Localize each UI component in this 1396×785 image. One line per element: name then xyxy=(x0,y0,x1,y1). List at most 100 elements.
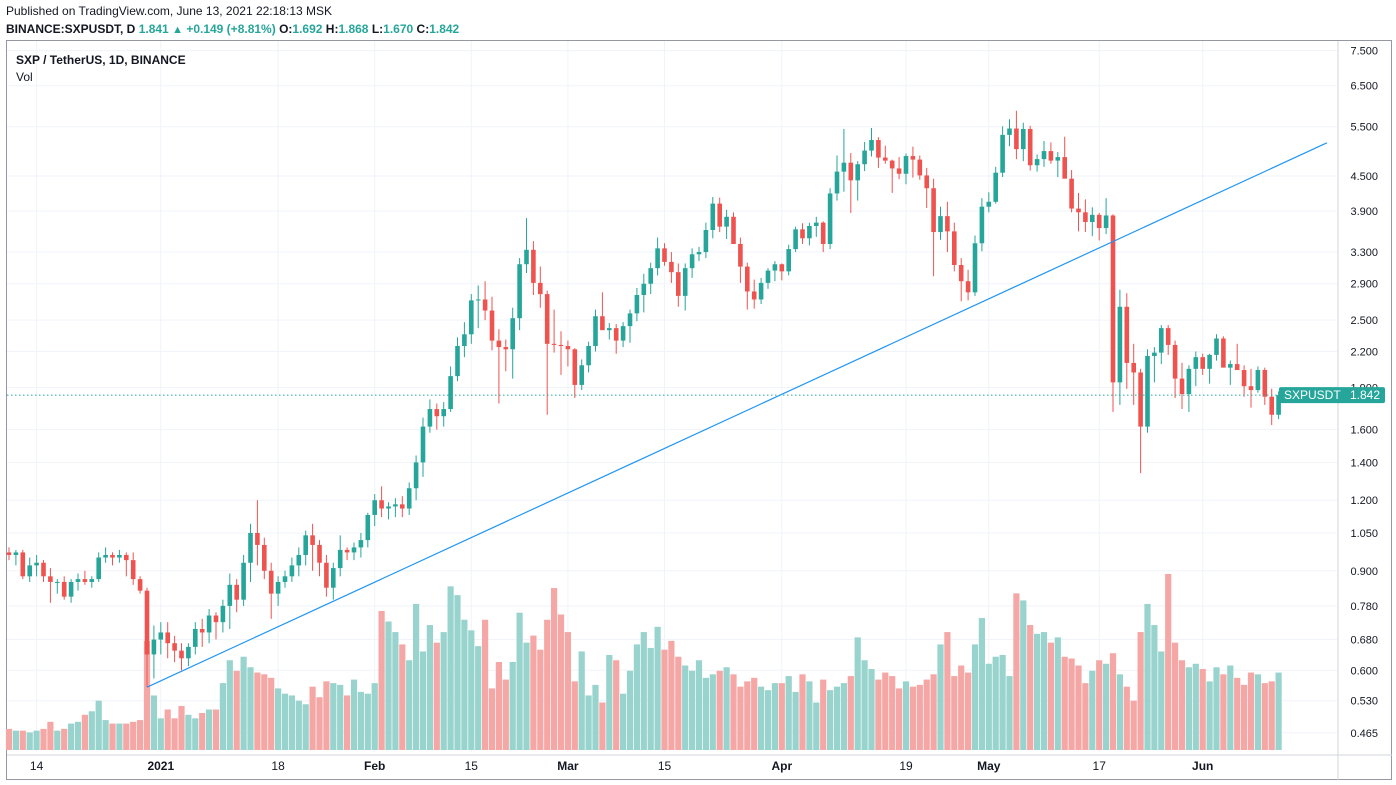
volume-bar xyxy=(268,677,275,750)
volume-bar xyxy=(192,718,199,750)
candle-body xyxy=(1069,178,1074,209)
close-value: 1.842 xyxy=(429,22,460,36)
candle-body xyxy=(607,328,612,331)
candle-body xyxy=(462,334,467,346)
candle-body xyxy=(862,150,867,165)
volume-bar xyxy=(764,690,772,750)
volume-bar xyxy=(323,681,330,750)
candle-body xyxy=(910,156,916,160)
volume-bar xyxy=(1158,651,1165,750)
volume-bar xyxy=(1199,669,1206,750)
candle-body xyxy=(558,344,564,346)
volume-bar xyxy=(1040,632,1048,750)
volume-bar xyxy=(985,663,992,750)
volume-bar xyxy=(447,586,454,750)
candle-body xyxy=(620,326,626,341)
volume-bar xyxy=(143,640,151,750)
candle-body xyxy=(206,615,212,633)
candle-body xyxy=(662,248,667,262)
volume-bar xyxy=(633,644,640,750)
volume-bar xyxy=(454,595,461,750)
candle-body xyxy=(110,554,115,558)
candle-body xyxy=(655,248,660,269)
volume-bar xyxy=(509,662,516,750)
volume-bar xyxy=(378,610,385,750)
volume-bar xyxy=(806,681,813,750)
volume-bar xyxy=(992,656,999,750)
y-tick-label: 0.465 xyxy=(1350,728,1378,740)
volume-bar xyxy=(840,683,847,750)
volume-bar xyxy=(758,686,765,750)
volume-bar xyxy=(792,691,799,750)
volume-bar xyxy=(261,674,268,750)
volume-bar xyxy=(1034,633,1041,750)
volume-bar xyxy=(661,649,668,750)
candle-body xyxy=(262,544,267,571)
candle-body xyxy=(1041,151,1047,160)
volume-bar xyxy=(999,654,1006,750)
candle-body xyxy=(945,216,950,232)
volume-bar xyxy=(516,612,523,750)
volume-bar xyxy=(1116,674,1123,750)
candle-body xyxy=(289,565,295,577)
volume-bar xyxy=(1178,660,1186,750)
y-tick-label: 1.200 xyxy=(1350,495,1378,507)
volume-bar xyxy=(599,702,606,750)
candle-body xyxy=(48,576,53,582)
candle-body xyxy=(186,646,191,659)
volume-bar xyxy=(468,630,475,750)
y-tick-label: 5.500 xyxy=(1350,122,1378,134)
volume-bar xyxy=(1151,625,1158,750)
candle-body xyxy=(275,581,281,594)
volume-bar xyxy=(1268,681,1275,750)
x-tick-label: Feb xyxy=(364,759,385,773)
candle-body xyxy=(1021,128,1026,150)
volume-bar xyxy=(1220,674,1227,750)
candle-body xyxy=(814,222,819,226)
volume-bar xyxy=(240,656,247,750)
candle-body xyxy=(489,310,495,341)
volume-bar xyxy=(1068,658,1075,750)
volume-bar xyxy=(461,619,468,750)
y-tick-label: 2.200 xyxy=(1350,347,1378,359)
candle-body xyxy=(296,554,302,566)
candle-body xyxy=(931,188,936,233)
candle-body xyxy=(331,568,336,588)
candle-body xyxy=(379,500,384,509)
candle-body xyxy=(1110,215,1116,383)
candle-body xyxy=(917,159,923,176)
y-tick-label: 3.900 xyxy=(1350,206,1378,218)
last-price-symbol: SXPUSDT xyxy=(1284,388,1341,402)
candle-body xyxy=(165,632,170,644)
candle-body xyxy=(82,579,88,582)
candle-body xyxy=(413,462,419,489)
volume-bar xyxy=(357,691,364,750)
candle-body xyxy=(20,552,26,577)
volume-bar xyxy=(1275,672,1282,750)
candle-body xyxy=(876,140,881,158)
candle-body xyxy=(1000,134,1005,173)
candle-body xyxy=(475,299,481,301)
high-label: H: xyxy=(325,22,339,36)
candle-body xyxy=(869,140,874,151)
volume-bar xyxy=(813,702,820,750)
volume-bar xyxy=(1261,683,1268,750)
candle-body xyxy=(524,249,529,265)
candle-body xyxy=(503,347,509,350)
volume-bar xyxy=(937,644,944,750)
candle-body xyxy=(1186,368,1192,395)
volume-bar xyxy=(1013,593,1020,750)
candle-body xyxy=(427,409,433,427)
candle-body xyxy=(220,605,226,623)
y-tick-label: 1.400 xyxy=(1350,457,1378,469)
volume-bar xyxy=(896,688,903,750)
candle-body xyxy=(1014,128,1019,150)
candle-body xyxy=(1117,306,1123,383)
volume-bar xyxy=(281,693,289,750)
candle-body xyxy=(903,156,909,174)
candle-body xyxy=(406,488,412,509)
candle-body xyxy=(820,222,826,244)
volume-bar xyxy=(419,651,427,750)
candle-body xyxy=(772,264,778,271)
